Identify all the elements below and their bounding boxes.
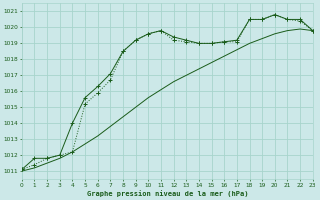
X-axis label: Graphe pression niveau de la mer (hPa): Graphe pression niveau de la mer (hPa) [86,190,248,197]
